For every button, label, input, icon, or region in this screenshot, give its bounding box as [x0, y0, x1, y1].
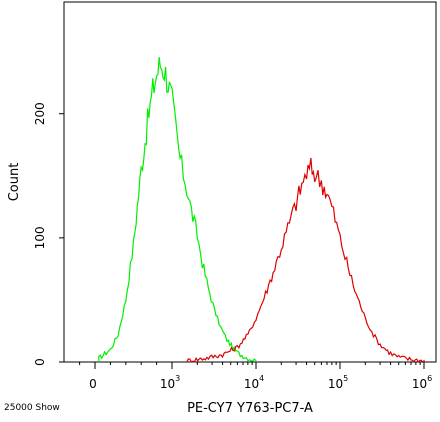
y-axis-title: Count — [7, 163, 22, 202]
x-axis-title: PE-CY7 Y763-PC7-A — [187, 401, 313, 416]
plot-frame — [63, 1, 437, 363]
histogram-series-2 — [186, 157, 425, 364]
event-count-note: 25000 Show — [4, 403, 60, 413]
x-tick-label: 0 — [89, 377, 97, 391]
y-tick-label: 0 — [33, 358, 47, 366]
x-axis: 0 103 104 105 106 — [79, 362, 432, 391]
y-axis: 0 100 200 — [33, 102, 64, 366]
y-tick-label: 100 — [33, 226, 47, 249]
y-tick-label: 200 — [33, 102, 47, 125]
histogram-series-1 — [98, 57, 257, 362]
x-tick-label: 105 — [328, 374, 348, 391]
x-tick-label: 104 — [244, 374, 264, 391]
x-tick-label: 103 — [160, 374, 180, 391]
x-tick-label: 106 — [412, 374, 432, 391]
series-layer — [98, 57, 425, 364]
